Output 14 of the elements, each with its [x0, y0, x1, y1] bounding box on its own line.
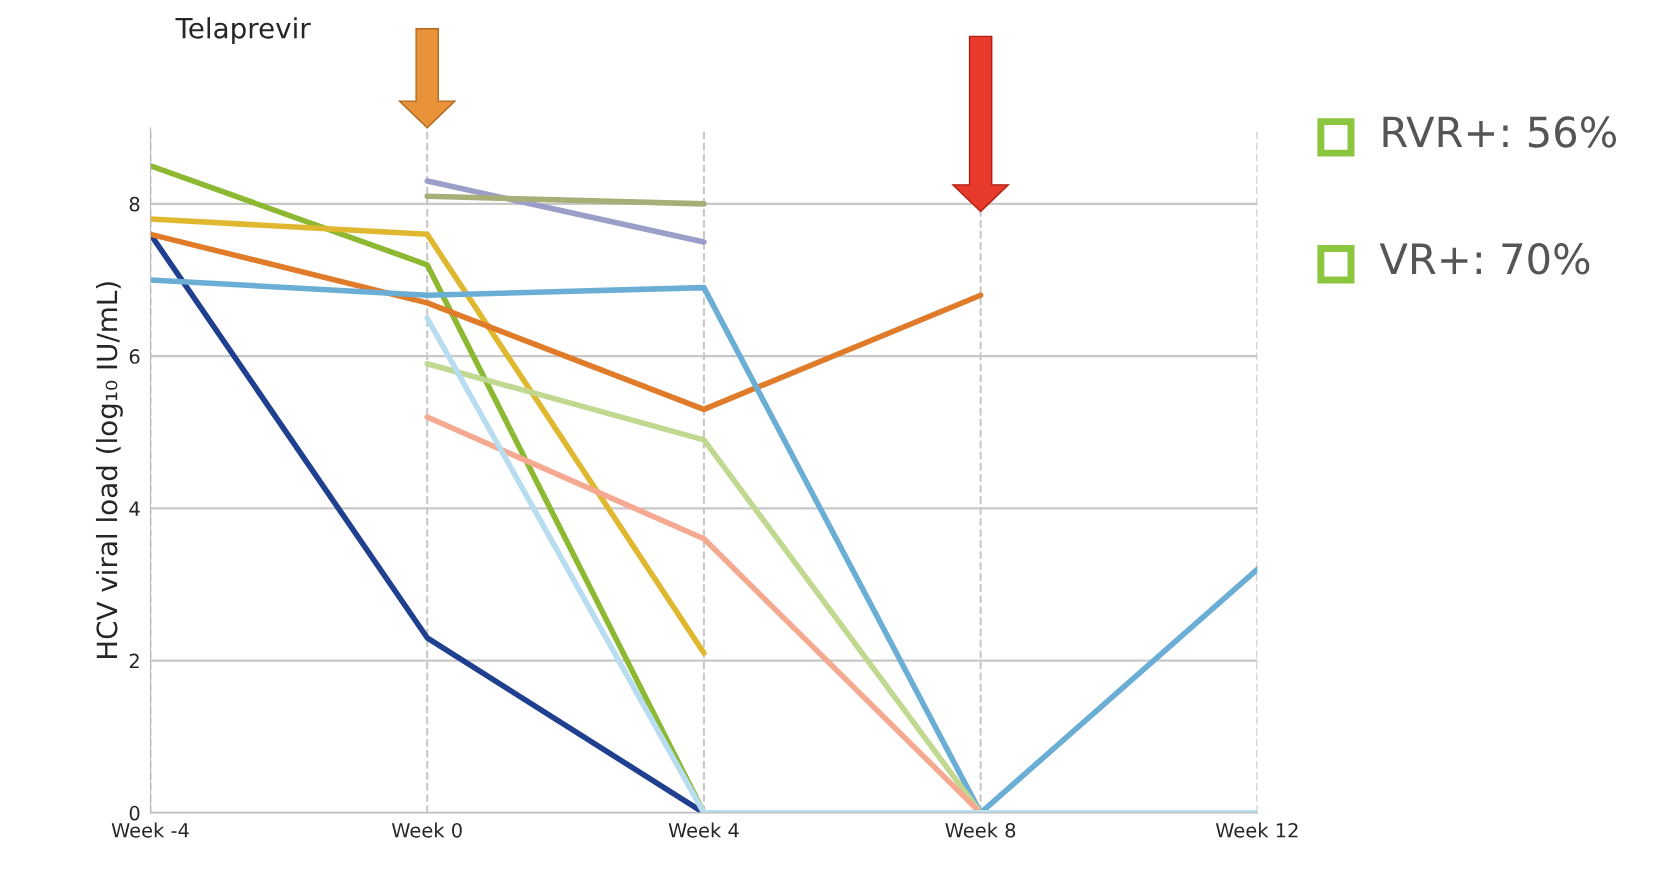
text: RVR+: 56% — [1383, 116, 1617, 148]
x-tick-label: Week 4 — [668, 822, 739, 838]
y-tick-label: 6 — [129, 349, 140, 364]
y-tick-label: 0 — [129, 805, 140, 821]
y-tick-label: 8 — [129, 196, 140, 212]
x-tick-label: Week 8 — [945, 822, 1016, 838]
text: Telaprevir — [175, 17, 311, 45]
x-tick-label: Week -4 — [111, 822, 189, 838]
y-axis-title: HCV viral load (log₁₀ IU/mL) — [95, 282, 123, 659]
x-tick-label: Week 12 — [1215, 822, 1298, 838]
x-tick-label: Week 0 — [391, 822, 462, 838]
text: VR+: 70% — [1379, 243, 1590, 275]
y-tick-label: 2 — [129, 653, 139, 669]
y-tick-label: 4 — [129, 501, 140, 516]
